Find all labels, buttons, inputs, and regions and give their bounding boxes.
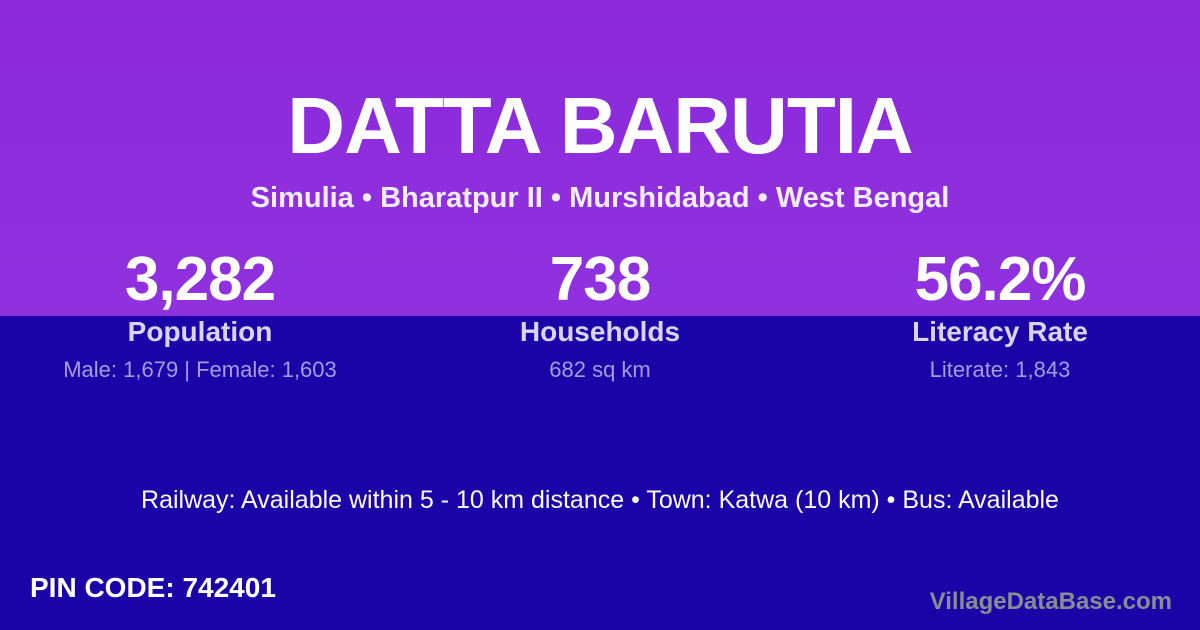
stat-population: 3,282 Population Male: 1,679 | Female: 1… <box>0 245 400 383</box>
households-value: 738 <box>549 245 651 314</box>
literacy-rate-value: 56.2% <box>914 245 1087 314</box>
location-breadcrumb: Simulia • Bharatpur II • Murshidabad • W… <box>250 182 950 214</box>
watermark-brand: VillageDataBase.com <box>929 588 1172 615</box>
households-detail: 682 sq km <box>549 357 651 382</box>
top-background <box>0 0 1200 316</box>
village-title: DATTA BARUTIA <box>287 81 913 170</box>
households-label: Households <box>519 316 681 347</box>
stat-households: 738 Households 682 sq km <box>400 245 800 383</box>
transport-info-line: Railway: Available within 5 - 10 km dist… <box>141 486 1059 514</box>
bottom-background <box>0 316 1200 630</box>
population-label: Population <box>127 316 273 347</box>
pin-code: PIN CODE: 742401 <box>30 572 276 603</box>
literacy-rate-label: Literacy Rate <box>912 316 1088 347</box>
population-value: 3,282 <box>124 245 276 314</box>
stats-row: 3,282 Population Male: 1,679 | Female: 1… <box>0 245 1200 383</box>
literacy-rate-detail: Literate: 1,843 <box>929 357 1071 382</box>
stat-literacy-rate: 56.2% Literacy Rate Literate: 1,843 <box>800 245 1200 383</box>
population-detail: Male: 1,679 | Female: 1,603 <box>63 357 337 382</box>
